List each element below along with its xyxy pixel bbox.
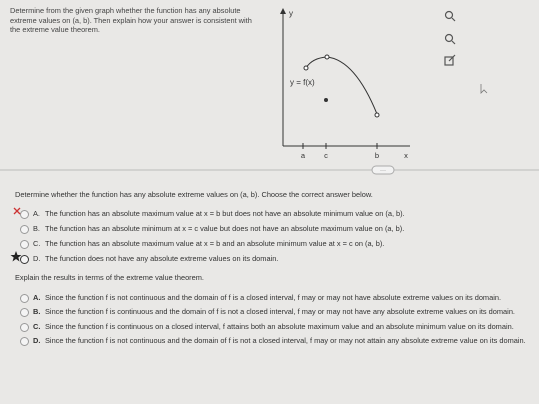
shape xyxy=(451,17,456,22)
x-tick-label: a xyxy=(301,151,306,160)
option[interactable]: D. The function does not have any absolut… xyxy=(20,254,539,265)
dots: ··· xyxy=(380,168,386,174)
option-text: Since the function f is not continuous a… xyxy=(45,336,526,345)
radio-button xyxy=(20,225,29,234)
x-label: x xyxy=(404,151,408,160)
correct-star xyxy=(10,251,22,262)
part2-prompt: Explain the results in terms of the extr… xyxy=(15,273,204,282)
zoom-in-icon[interactable] xyxy=(444,10,454,20)
radio-button xyxy=(20,308,29,317)
filled-point xyxy=(324,98,328,102)
radio-button xyxy=(20,240,29,249)
open-point xyxy=(324,54,330,60)
option-letter: B. xyxy=(33,307,41,316)
option-text: The function does not have any absolute … xyxy=(45,254,279,263)
x-tick-label: b xyxy=(375,151,379,160)
option[interactable]: A. The function has an absolute maximum v… xyxy=(20,209,539,220)
option-text: The function has an absolute maximum val… xyxy=(45,239,385,248)
option-letter: C. xyxy=(33,322,41,331)
option[interactable]: B. The function has an absolute minimum a… xyxy=(20,224,539,235)
curve xyxy=(305,56,378,115)
expand-button[interactable] xyxy=(371,165,395,175)
option[interactable]: B. Since the function f is continuous and… xyxy=(20,307,539,318)
option-letter: D. xyxy=(33,336,41,345)
option[interactable]: C. The function has an absolute maximum v… xyxy=(20,239,539,250)
option-text: The function has an absolute minimum at … xyxy=(45,224,405,233)
option-letter: A. xyxy=(33,293,41,302)
wrong-mark xyxy=(13,207,21,215)
option-text: Since the function f is continuous and t… xyxy=(45,307,515,316)
graph-area: y y = f(x) a c b x ··· xyxy=(0,8,539,175)
popout-icon[interactable] xyxy=(444,56,454,66)
zoom-out-icon[interactable] xyxy=(444,33,454,43)
option-letter: D. xyxy=(33,254,41,263)
part1-prompt: Determine whether the function has any a… xyxy=(15,190,373,199)
open-point xyxy=(374,112,380,118)
cursor xyxy=(480,84,488,94)
shape xyxy=(13,207,21,215)
option-letter: B. xyxy=(33,224,40,233)
radio-button xyxy=(20,255,29,264)
question-text: Determine from the given graph whether t… xyxy=(10,6,252,34)
option[interactable]: A. Since the function f is not continuous… xyxy=(20,293,539,304)
shape xyxy=(444,10,456,66)
option[interactable]: C. Since the function f is continuous on … xyxy=(20,322,539,333)
option-text: Since the function f is continuous on a … xyxy=(45,322,514,331)
function-label: y = f(x) xyxy=(290,78,315,87)
radio-button xyxy=(20,210,29,219)
option-letter: C. xyxy=(33,239,41,248)
radio-button xyxy=(20,337,29,346)
x-tick-label: c xyxy=(324,151,328,160)
option-letter: A. xyxy=(33,209,40,218)
option-text: The function has an absolute maximum val… xyxy=(45,209,405,218)
open-point xyxy=(303,65,309,71)
shape xyxy=(448,54,456,62)
option-text: Since the function f is not continuous a… xyxy=(45,293,502,302)
shape xyxy=(10,251,22,262)
shape xyxy=(451,40,456,45)
y-label: y xyxy=(289,9,293,18)
option[interactable]: D. Since the function f is not continuous… xyxy=(20,336,539,347)
radio-button xyxy=(20,323,29,332)
y-arrow xyxy=(280,8,286,14)
radio-button xyxy=(20,294,29,303)
